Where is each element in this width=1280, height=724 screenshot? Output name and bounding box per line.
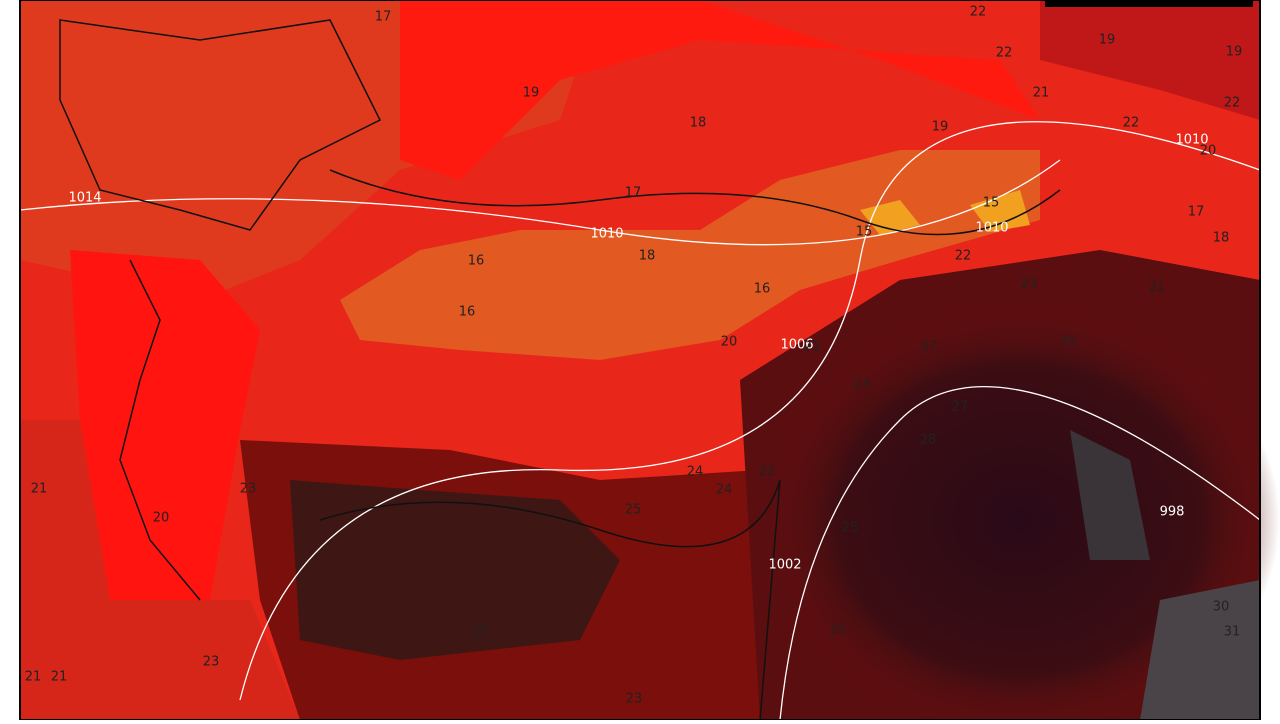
temperature-label: 22 xyxy=(759,465,776,480)
isobar-label: 1010 xyxy=(590,227,623,242)
temperature-label: 22 xyxy=(1224,96,1241,111)
temperature-label: 27 xyxy=(921,340,938,355)
temperature-label: 22 xyxy=(1123,116,1140,131)
temperature-label: 25 xyxy=(625,503,642,518)
temperature-label: 22 xyxy=(955,249,972,264)
temperature-label: 21 xyxy=(804,340,821,355)
temperature-label: 18 xyxy=(639,249,656,264)
temperature-label: 27 xyxy=(952,400,969,415)
temperature-label: 20 xyxy=(721,335,738,350)
temperature-label: 23 xyxy=(626,692,643,707)
temperature-label: 22 xyxy=(970,5,987,20)
temperature-label: 16 xyxy=(459,305,476,320)
temperature-label: 18 xyxy=(690,116,707,131)
isobar-label: 1010 xyxy=(1175,133,1208,148)
temperature-label: 23 xyxy=(854,378,871,393)
isobar-label: 998 xyxy=(1160,505,1185,520)
temperature-label: 16 xyxy=(754,282,771,297)
temperature-label: 25 xyxy=(472,625,489,640)
temperature-label: 21 xyxy=(1033,86,1050,101)
temperature-label: 24 xyxy=(716,483,733,498)
temperature-label: 31 xyxy=(1224,625,1241,640)
isobar-label: 1014 xyxy=(68,191,101,206)
isobar-label: 1006 xyxy=(780,338,813,353)
temperature-label: 23 xyxy=(240,482,257,497)
temperature-label: 24 xyxy=(687,465,704,480)
temperature-label: 28 xyxy=(920,433,937,448)
temperature-label: 17 xyxy=(375,10,392,25)
temperature-label: 25 xyxy=(842,521,859,536)
map-background xyxy=(19,0,1280,724)
temperature-label: 23 xyxy=(1021,277,1038,292)
temperature-label: 17 xyxy=(625,186,642,201)
temperature-label: 20 xyxy=(1200,144,1217,159)
temperature-label: 25 xyxy=(830,623,847,638)
temperature-label: 21 xyxy=(51,670,68,685)
temperature-label: 21 xyxy=(31,482,48,497)
temperature-label: 19 xyxy=(1226,45,1243,60)
temperature-label: 18 xyxy=(1213,231,1230,246)
temperature-label: 15 xyxy=(983,196,1000,211)
temperature-label: 30 xyxy=(1213,600,1230,615)
temperature-label: 21 xyxy=(25,670,42,685)
temperature-label: 17 xyxy=(1188,205,1205,220)
isobar-label: 1002 xyxy=(768,558,801,573)
temperature-label: 22 xyxy=(996,46,1013,61)
temperature-label: 23 xyxy=(203,655,220,670)
temperature-label: 16 xyxy=(468,254,485,269)
temperature-label: 19 xyxy=(932,120,949,135)
temperature-label: 25 xyxy=(1060,335,1077,350)
temperature-label: 20 xyxy=(153,511,170,526)
temperature-label: 19 xyxy=(523,86,540,101)
temperature-label: 15 xyxy=(856,225,873,240)
temperature-label: 19 xyxy=(1099,33,1116,48)
temperature-label: 21 xyxy=(1149,281,1166,296)
isobar-label: 1010 xyxy=(975,221,1008,236)
